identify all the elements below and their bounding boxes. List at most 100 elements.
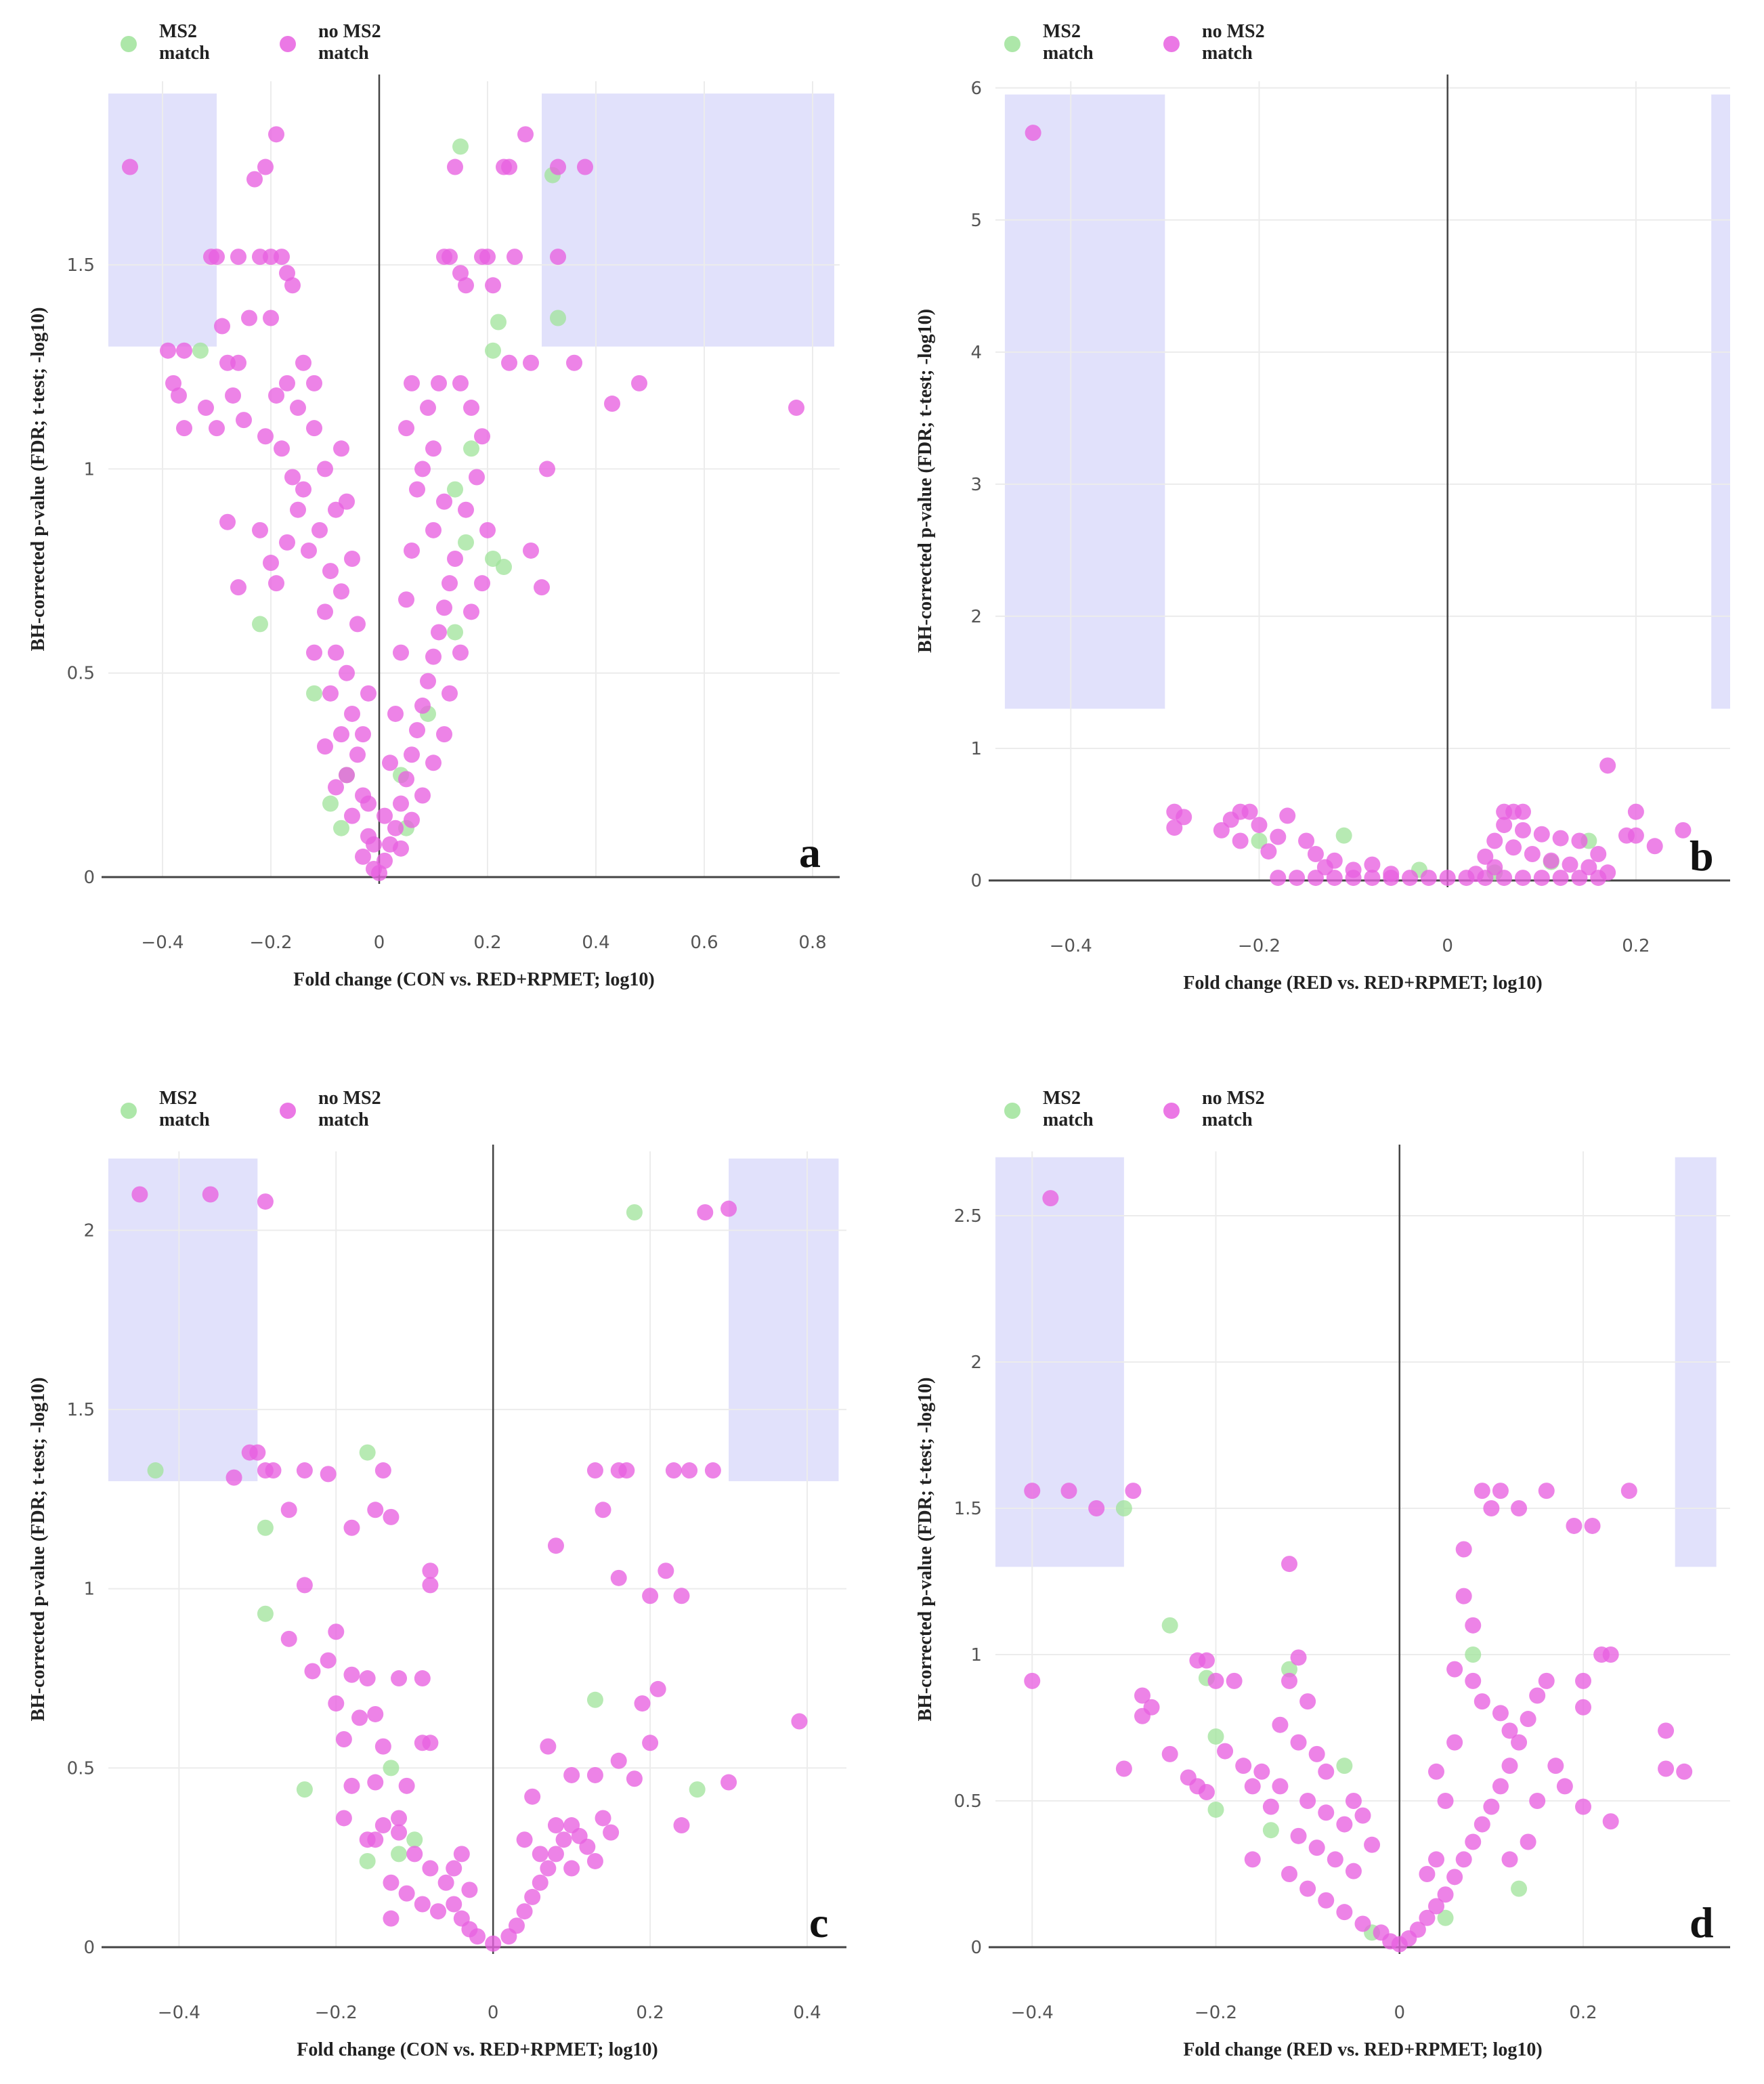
no-ms2-match-point (618, 1462, 635, 1479)
no-ms2-match-point (1439, 870, 1456, 887)
no-ms2-match-point (1580, 859, 1597, 876)
ms2-match-point (406, 1831, 423, 1848)
legend-label: MS2 (159, 1088, 197, 1109)
ms2-match-point (1161, 1617, 1178, 1634)
no-ms2-match-point (524, 1888, 541, 1905)
no-ms2-match-point (788, 400, 804, 417)
no-ms2-match-point (532, 1874, 548, 1891)
no-ms2-match-point (257, 428, 274, 445)
no-ms2-match-point (1584, 1517, 1601, 1534)
ms2-match-point (1115, 1500, 1132, 1517)
no-ms2-match-point (414, 461, 431, 477)
no-ms2-match-point (1241, 803, 1258, 820)
no-ms2-match-point (1533, 826, 1550, 843)
no-ms2-match-point (328, 1695, 345, 1712)
no-ms2-match-point (414, 787, 431, 804)
legend-label: MS2 (1043, 1088, 1081, 1109)
no-ms2-match-point (1529, 1687, 1546, 1704)
significance-region-1 (729, 1158, 839, 1481)
no-ms2-match-point (1207, 1672, 1224, 1689)
no-ms2-match-point (344, 705, 360, 722)
y-tick-label: 3 (970, 475, 982, 495)
no-ms2-match-point (398, 420, 414, 437)
no-ms2-match-point (414, 1896, 431, 1913)
no-ms2-match-point (360, 795, 377, 812)
no-ms2-match-point (1270, 870, 1287, 887)
no-ms2-match-point (333, 583, 349, 600)
no-ms2-match-point (1538, 1483, 1555, 1500)
no-ms2-match-point (317, 461, 333, 477)
ms2-match-point (463, 440, 479, 457)
no-ms2-match-point (320, 1466, 337, 1483)
no-ms2-match-point (406, 1846, 423, 1863)
no-ms2-match-point (1244, 1851, 1261, 1868)
ms2-match-point (257, 1605, 274, 1622)
no-ms2-match-point (566, 354, 582, 371)
no-ms2-match-point (507, 249, 523, 265)
no-ms2-match-point (377, 807, 393, 824)
no-ms2-match-point (1428, 1851, 1444, 1868)
ms2-match-point (359, 1444, 376, 1461)
legend-ms2-marker (1004, 1103, 1020, 1119)
no-ms2-match-point (1244, 1778, 1261, 1795)
no-ms2-match-point (1420, 870, 1437, 887)
no-ms2-match-point (393, 840, 409, 857)
no-ms2-match-point (1262, 1798, 1279, 1815)
x-tick-label: 0.8 (798, 933, 826, 953)
no-ms2-match-point (479, 522, 496, 538)
no-ms2-match-point (359, 1831, 376, 1848)
no-ms2-match-point (1477, 848, 1494, 865)
no-ms2-match-point (586, 1766, 603, 1783)
legend-label: no MS2 (1202, 21, 1265, 42)
no-ms2-match-point (720, 1774, 737, 1791)
no-ms2-match-point (595, 1810, 611, 1827)
no-ms2-match-point (1529, 1793, 1546, 1810)
no-ms2-match-point (1676, 1763, 1693, 1780)
no-ms2-match-point (1279, 807, 1296, 824)
ms2-match-point (586, 1691, 603, 1708)
no-ms2-match-point (265, 1462, 282, 1479)
no-ms2-match-point (1336, 1904, 1353, 1921)
y-tick-label: 6 (970, 79, 982, 99)
no-ms2-match-point (563, 1860, 580, 1877)
no-ms2-match-point (1627, 803, 1644, 820)
no-ms2-match-point (1115, 1760, 1132, 1777)
no-ms2-match-point (425, 648, 442, 665)
y-tick-label: 0.5 (67, 1758, 95, 1779)
no-ms2-match-point (458, 277, 474, 294)
ms2-match-point (1251, 832, 1268, 849)
no-ms2-match-point (547, 1817, 564, 1834)
no-ms2-match-point (374, 1738, 391, 1755)
no-ms2-match-point (1161, 1745, 1178, 1762)
no-ms2-match-point (453, 1846, 470, 1863)
no-ms2-match-point (586, 1462, 603, 1479)
significance-region-1 (1711, 94, 1730, 709)
no-ms2-match-point (241, 310, 257, 326)
no-ms2-match-point (452, 644, 469, 661)
no-ms2-match-point (290, 501, 306, 518)
ms2-match-point (447, 481, 463, 498)
no-ms2-match-point (1281, 1556, 1297, 1573)
no-ms2-match-point (391, 1670, 408, 1687)
no-ms2-match-point (501, 158, 517, 175)
no-ms2-match-point (398, 771, 414, 788)
no-ms2-match-point (642, 1735, 659, 1751)
no-ms2-match-point (673, 1588, 690, 1604)
no-ms2-match-point (1166, 819, 1183, 836)
no-ms2-match-point (414, 1735, 431, 1751)
no-ms2-match-point (791, 1713, 808, 1730)
no-ms2-match-point (1473, 1483, 1490, 1500)
no-ms2-match-point (446, 1896, 462, 1913)
ms2-match-point (257, 1519, 274, 1536)
no-ms2-match-point (1483, 1798, 1500, 1815)
no-ms2-match-point (409, 722, 425, 739)
x-tick-label: 0.2 (473, 933, 501, 953)
no-ms2-match-point (1571, 832, 1588, 849)
no-ms2-match-point (431, 375, 447, 391)
no-ms2-match-point (442, 575, 458, 592)
legend-ms2-marker (1004, 36, 1020, 52)
no-ms2-match-point (1520, 1711, 1536, 1728)
panel-letter: a (799, 828, 821, 876)
y-tick-label: 2 (83, 1220, 95, 1241)
no-ms2-match-point (1419, 1866, 1436, 1883)
